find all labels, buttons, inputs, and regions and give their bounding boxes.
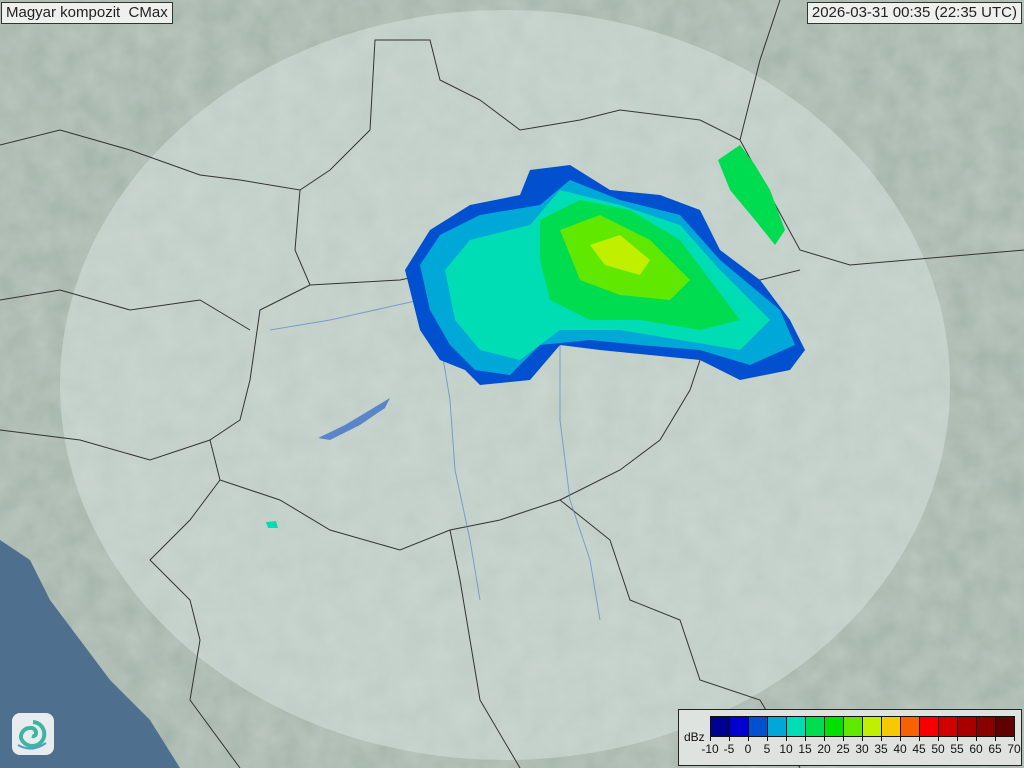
legend-label: -5 — [723, 742, 735, 756]
legend-tick — [919, 735, 920, 741]
radar-coverage-area — [60, 10, 950, 760]
legend-label: 20 — [817, 742, 831, 756]
legend-label: 45 — [912, 742, 926, 756]
legend-label: 25 — [836, 742, 850, 756]
adriatic-sea — [0, 540, 180, 768]
echo-small — [266, 521, 278, 528]
legend-label: 35 — [874, 742, 888, 756]
legend-swatch — [806, 717, 825, 736]
legend-label: 50 — [931, 742, 945, 756]
legend-label: 30 — [855, 742, 869, 756]
legend-tick — [748, 735, 749, 741]
legend-swatch — [749, 717, 768, 736]
logo — [12, 713, 54, 755]
legend-unit: dBz — [684, 730, 705, 744]
legend-label: 70 — [1007, 742, 1021, 756]
legend-swatch — [863, 717, 882, 736]
legend-tick — [843, 735, 844, 741]
legend-tick — [957, 735, 958, 741]
legend-tick — [805, 735, 806, 741]
timestamp: 2026-03-31 00:35 (22:35 UTC) — [806, 2, 1022, 24]
legend-tick — [786, 735, 787, 741]
legend-tick — [862, 735, 863, 741]
legend-tick — [729, 735, 730, 741]
legend-label: 40 — [893, 742, 907, 756]
echo-yellow — [590, 235, 650, 275]
legend-swatch — [730, 717, 749, 736]
legend-tick — [1014, 735, 1015, 741]
product-title: Magyar kompozit CMax — [1, 2, 173, 24]
legend-tick — [767, 735, 768, 741]
legend-swatch — [977, 717, 996, 736]
lake-balaton — [318, 398, 390, 440]
legend-tick — [710, 735, 711, 741]
swirl-logo-icon — [17, 720, 47, 750]
legend-label: 15 — [798, 742, 812, 756]
legend-label: 5 — [763, 742, 771, 756]
legend-swatch — [711, 717, 730, 736]
legend-label: 65 — [988, 742, 1002, 756]
dbz-legend: dBz -10 -5 0 5 10 15 20 25 30 35 40 45 50 55 60 65 70 — [678, 709, 1022, 766]
legend-label: -10 — [701, 742, 719, 756]
legend-swatch — [920, 717, 939, 736]
legend-swatch — [882, 717, 901, 736]
legend-swatch — [768, 717, 787, 736]
legend-ticks — [710, 735, 1016, 743]
legend-label: 0 — [744, 742, 752, 756]
legend-swatch — [901, 717, 920, 736]
legend-swatch — [939, 717, 958, 736]
echo-northeast — [718, 145, 785, 245]
legend-label: 10 — [779, 742, 793, 756]
legend-swatch — [996, 717, 1014, 736]
legend-label: 55 — [950, 742, 964, 756]
legend-tick — [995, 735, 996, 741]
legend-label: 60 — [969, 742, 983, 756]
legend-swatch — [958, 717, 977, 736]
legend-tick — [881, 735, 882, 741]
legend-tick — [938, 735, 939, 741]
legend-swatch — [844, 717, 863, 736]
radar-echoes — [266, 145, 805, 528]
legend-tick — [976, 735, 977, 741]
legend-swatch — [825, 717, 844, 736]
legend-swatch — [787, 717, 806, 736]
legend-color-bar — [710, 716, 1015, 737]
legend-tick — [900, 735, 901, 741]
rivers — [269, 299, 601, 621]
legend-tick — [824, 735, 825, 741]
